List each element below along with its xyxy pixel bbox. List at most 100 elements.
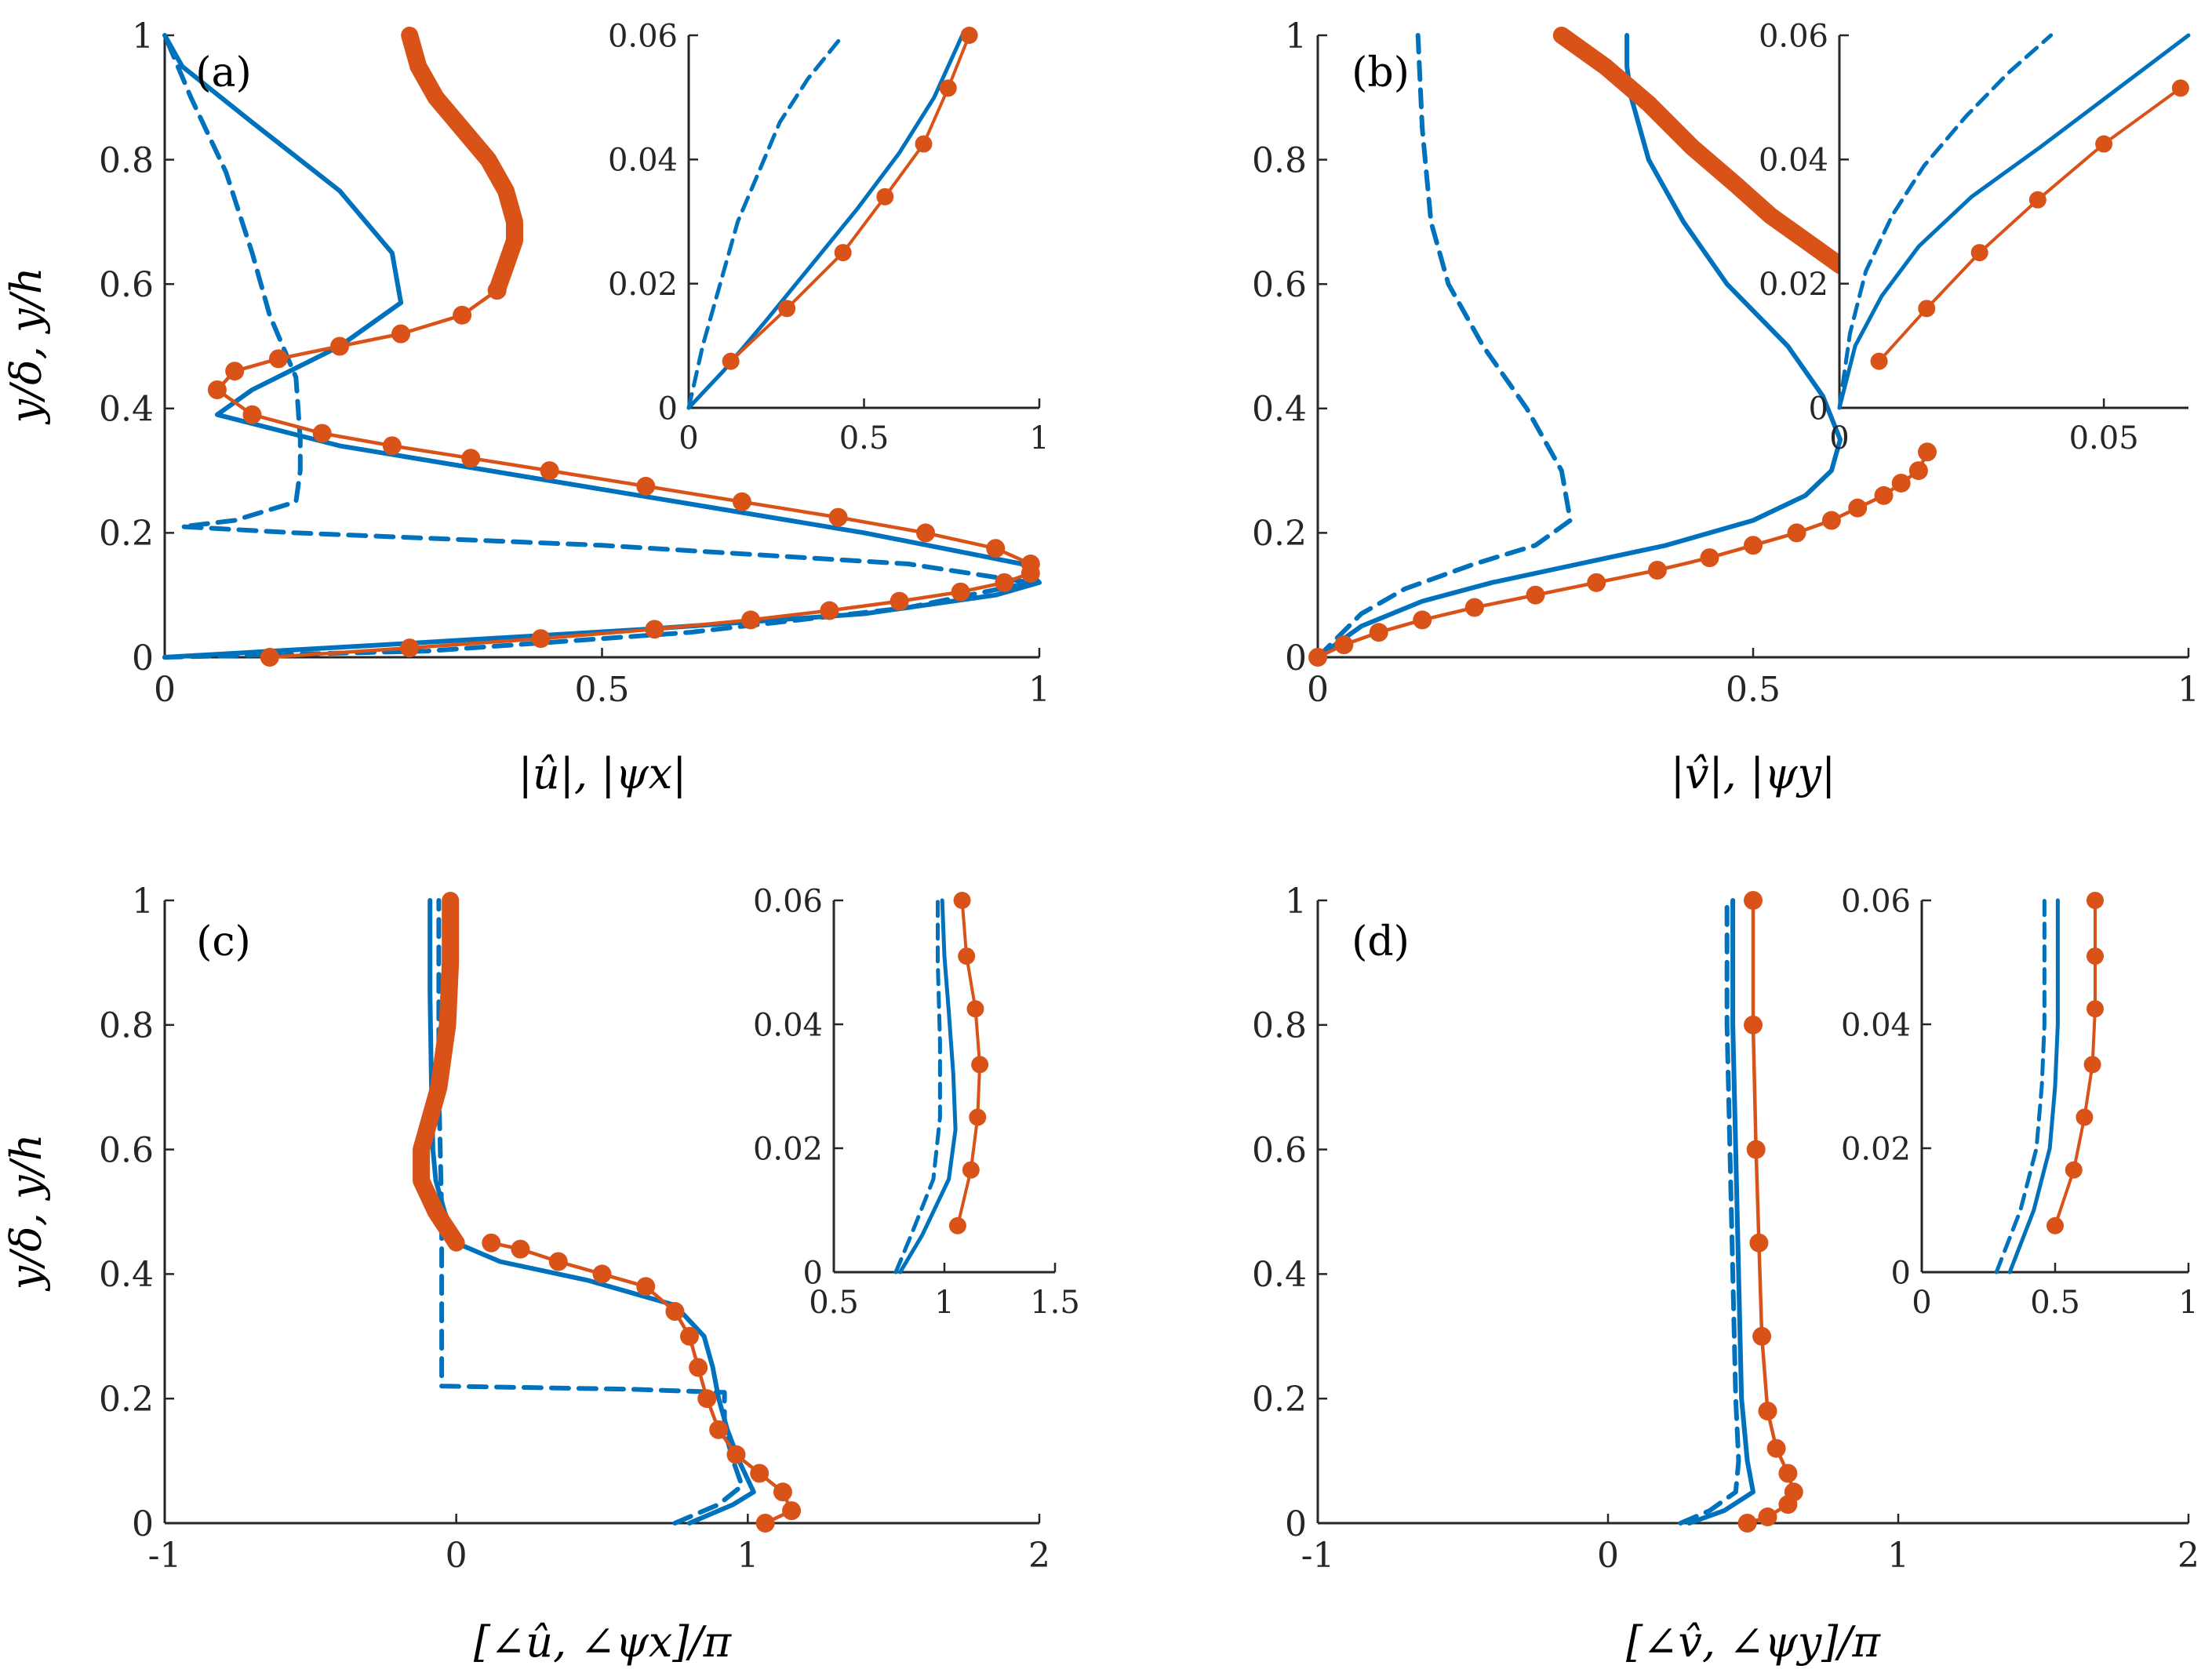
panel-b-data-point [1464,598,1484,617]
panel-d-inset-x-tick-label: 0 [1912,1285,1931,1321]
panel-b-data-point [1700,548,1719,568]
panel-a-label: (a) [195,49,252,96]
panel-c-inset-x-tick-label: 0.5 [809,1285,859,1321]
panel-b-series-solid-line [1315,33,1843,660]
panel-b-data-point [1308,648,1327,667]
panel-b-label: (b) [1352,49,1410,96]
panel-c-x-tick-label: 0 [446,1536,468,1576]
panel-b-inset-series-group [1837,33,2191,410]
panel-c-series-solid-line [427,898,756,1525]
panel-a-data-point [986,539,1006,558]
panel-c: -1 0 1 200.20.40.60.81(c)0.5 1 1.500.020.040.… [2,882,1080,1667]
panel-c-data-point [689,1358,708,1377]
panel-d-inset-x-tick-label: 0.5 [2030,1285,2080,1321]
panel-a-x-tick-label: 0.5 [575,670,630,710]
panel-b-data-point [1369,623,1388,642]
panel-b-data-point [1908,461,1928,481]
panel-a-inset-x-tick-label: 0 [679,420,698,456]
panel-c-data-point [511,1239,530,1259]
panel-d-inset-series-solid-line [2007,898,2060,1275]
panel-b-series-thick-upper-line [1552,27,1849,275]
panel-a-inset-data-point [778,300,796,318]
panel-d-data-point [1737,1514,1757,1533]
panel-a-ylabel: y/δ, y/h [2,267,51,424]
panel-b-inset-data-point [1970,244,1988,262]
panel-b-inset-data-point [1870,352,1888,370]
panel-c-ylabel: y/δ, y/h [2,1133,51,1291]
panel-c-series-thick-upper-line [413,892,465,1252]
panel-d-inset-series-group [1994,892,2104,1275]
panel-c-x-tick-label: -1 [148,1536,182,1576]
panel-a-data-point [828,507,848,527]
panel-a-data-point [645,620,664,639]
panel-a-x-tick-label: 1 [1028,670,1050,710]
panel-a-data-point [916,523,936,543]
panel-d-data-point [1752,1326,1772,1346]
panel-d-data-point [1746,1140,1766,1159]
panel-b-data-point [1334,635,1354,655]
panel-b-inset-x-tick-label: 0 [1829,420,1849,456]
panel-c-inset-y-tick-label: 0 [803,1255,823,1291]
panel-a-data-point [400,638,420,658]
panel-a-data-point [330,336,349,356]
panel-b-series-group [1308,27,1937,667]
panel-c-inset-x-tick-label: 1 [934,1285,954,1321]
panel-c-inset-y-tick-label: 0.04 [753,1007,823,1043]
panel-a: 0 0.5 1 0 0.2 0.4 0.6 0.8 1 (a) 0 0.5 1 0 0.02 0.04 0.06… [2,16,1050,798]
panel-b-data-point [1744,536,1763,555]
panel-a-xlabel: |û|, |ψx| [518,749,687,798]
panel-b-data-point [1891,473,1911,493]
panel-a-inset-x-tick-label: 1 [1029,420,1049,456]
panel-b: 0 0.5 1 0 0.2 0.4 0.6 0.8 1 (b) 0 0.05 0 0.02 0.04 0.06… [1252,16,2199,798]
panel-b-series-dashed-line [1315,33,1573,660]
panel-a-data-point [382,436,402,456]
panel-b-data-point [1848,498,1868,518]
panel-d-data-point [1744,891,1763,910]
panel-a-inset-data-point [939,79,957,97]
panel-b-inset-y-tick-label: 0 [1809,391,1828,427]
panel-a-inset-y-tick-label: 0.06 [608,18,678,54]
panel-d-y-tick-label: 0.8 [1252,1006,1307,1046]
panel-a-inset-x-tick-label: 0.5 [839,420,890,456]
panel-a-data-point [312,424,332,443]
panel-a-y-tick-label: 0 [132,638,154,678]
panel-d-inset-data-point [2086,892,2104,909]
panel-b-data-point [1821,511,1841,530]
panel-c-x-tick-label: 2 [1028,1536,1050,1576]
panel-b-data-point [1526,585,1545,605]
panel-c-inset-series-solid-line [898,898,958,1275]
panel-c-inset: 0.5 1 1.5 0 0.02 0.04 0.06 [753,883,1080,1321]
panel-a-data-point [453,305,472,325]
panel-c-y-tick-label: 0.8 [99,1006,154,1046]
panel-a-data-point [225,362,245,381]
panel-d-inset-series-dashed-line [1994,898,2046,1275]
panel-b-inset-data-point [2171,79,2189,97]
panel-d-x-tick-label: 0 [1597,1536,1619,1576]
panel-d-inset-data-point [2083,1056,2101,1074]
panel-d-y-tick-label: 0.6 [1252,1130,1307,1170]
panel-c-data-point [592,1264,612,1284]
panel-c-y-tick-label: 0.2 [99,1380,154,1420]
panel-a-series-dashed-line [162,33,1033,660]
panel-d-inset-y-tick-label: 0.04 [1841,1007,1911,1043]
panel-b-y-tick-label: 0 [1285,638,1307,678]
panel-b-inset: 0 0.05 0 0.02 0.04 0.06 [1759,18,2191,456]
panel-b-inset-data-point [1918,300,1936,318]
panel-a-inset-series-dashed-line [686,33,846,410]
panel-d-inset-data-point [2046,1216,2064,1235]
panel-c-y-tick-label: 1 [132,882,154,922]
panel-a-data-point [636,476,656,496]
panel-a-y-tick-label: 0.6 [99,265,154,305]
panel-b-y-tick-label: 0.2 [1252,514,1307,554]
panel-a-inset-data-point [915,135,933,153]
panel-d-y-tick-label: 1 [1285,882,1307,922]
panel-b-data-point [1918,442,1937,462]
panel-c-inset-x-tick-label: 1.5 [1030,1285,1080,1321]
panel-c-inset-data-point [953,892,971,909]
panel-d-data-point [1744,1015,1763,1035]
panel-d-series-solid-line [1686,898,1755,1525]
panel-a-data-point [391,324,411,344]
panel-d-x-tick-label: 2 [2177,1536,2199,1576]
panel-c-data-point [482,1233,501,1253]
panel-d-label: (d) [1352,918,1410,965]
